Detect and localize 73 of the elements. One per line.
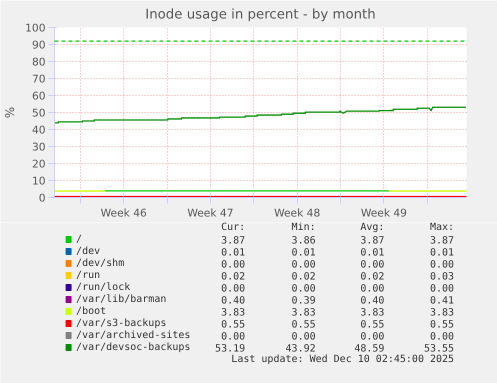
- text: Min:: [292, 222, 316, 233]
- text: 0.00: [292, 260, 316, 270]
- text: 0.00: [360, 260, 384, 270]
- text: 0.00: [221, 260, 246, 270]
- text: 0.00: [360, 284, 384, 294]
- text: 0.00: [292, 284, 316, 294]
- text: Last update: Wed Dec 10 02:45:00 2025: [231, 354, 454, 365]
- text: Max:: [430, 222, 454, 233]
- text: Cur:: [221, 222, 246, 233]
- text: 3.86: [292, 236, 316, 246]
- y-tick-label: 90: [32, 38, 46, 52]
- text: 0.40: [360, 296, 384, 306]
- text: 0.00: [292, 332, 316, 342]
- text: 0.00: [221, 284, 246, 294]
- legend-label: /run: [76, 270, 100, 281]
- chart-title: Inode usage in percent - by month: [145, 8, 376, 22]
- text: Avg:: [360, 222, 384, 233]
- text: 0.39: [292, 296, 316, 306]
- legend-label: /var/devsoc-backups: [76, 342, 190, 353]
- text: 0.01: [430, 248, 454, 258]
- y-tick-label: 70: [32, 72, 46, 86]
- text: 0.00: [430, 332, 454, 342]
- y-tick-label: 60: [32, 90, 46, 102]
- text: 0.00: [430, 260, 454, 270]
- text: 48.59: [354, 344, 384, 354]
- text: 0.02: [292, 272, 316, 282]
- text: 0.00: [360, 332, 384, 342]
- legend-label: /boot: [76, 306, 106, 317]
- legend-label: /var/archived-sites: [76, 330, 190, 341]
- text: 0.01: [292, 248, 316, 258]
- legend-label: /var/lib/barman: [76, 294, 166, 305]
- text: 3.83: [430, 308, 454, 318]
- y-tick-label: 80: [32, 56, 46, 68]
- text: 0.01: [360, 248, 384, 258]
- line-series: [54, 106, 466, 124]
- text: 0.40: [221, 296, 246, 306]
- text: 0.01: [221, 248, 246, 258]
- text: 53.19: [215, 344, 246, 354]
- legend-label: /dev: [76, 246, 100, 257]
- text: 3.87: [221, 236, 246, 246]
- legend-label: /run/lock: [76, 282, 130, 293]
- text: 0.00: [221, 332, 246, 342]
- legend-label: /var/s3-backups: [76, 318, 166, 329]
- text: 3.87: [360, 236, 384, 246]
- y-tick-label: 30: [32, 140, 46, 154]
- y-tick-label: 50: [32, 106, 46, 120]
- text: 0.02: [360, 272, 384, 282]
- text: 3.87: [430, 236, 454, 246]
- text: 0.55: [221, 320, 246, 330]
- y-axis-title: %: [3, 106, 18, 118]
- legend-label: /: [76, 234, 82, 245]
- legend-label: /dev/shm: [76, 258, 124, 269]
- y-tick-label: 0: [38, 192, 46, 204]
- text: 43.92: [286, 344, 316, 354]
- y-tick-label: 10: [32, 174, 46, 188]
- text: 0.55: [360, 320, 384, 330]
- text: 53.55: [424, 344, 454, 354]
- text: 0.02: [221, 272, 246, 282]
- y-tick-label: 100: [25, 22, 46, 34]
- text: 3.83: [221, 308, 246, 318]
- text: 0.55: [292, 320, 316, 330]
- x-tick-label: Week 49: [360, 206, 408, 220]
- y-tick-label: 20: [32, 158, 46, 170]
- x-tick-label: Week 46: [100, 206, 147, 220]
- x-tick-label: Week 47: [187, 206, 234, 220]
- text: 0.00: [430, 284, 454, 294]
- text: 0.55: [430, 320, 454, 330]
- x-tick-label: Week 48: [274, 206, 320, 220]
- text: 0.41: [430, 296, 454, 306]
- y-tick-label: 40: [32, 124, 46, 136]
- text: 3.83: [360, 308, 384, 318]
- text: 3.83: [292, 308, 316, 318]
- text: 0.03: [430, 272, 454, 282]
